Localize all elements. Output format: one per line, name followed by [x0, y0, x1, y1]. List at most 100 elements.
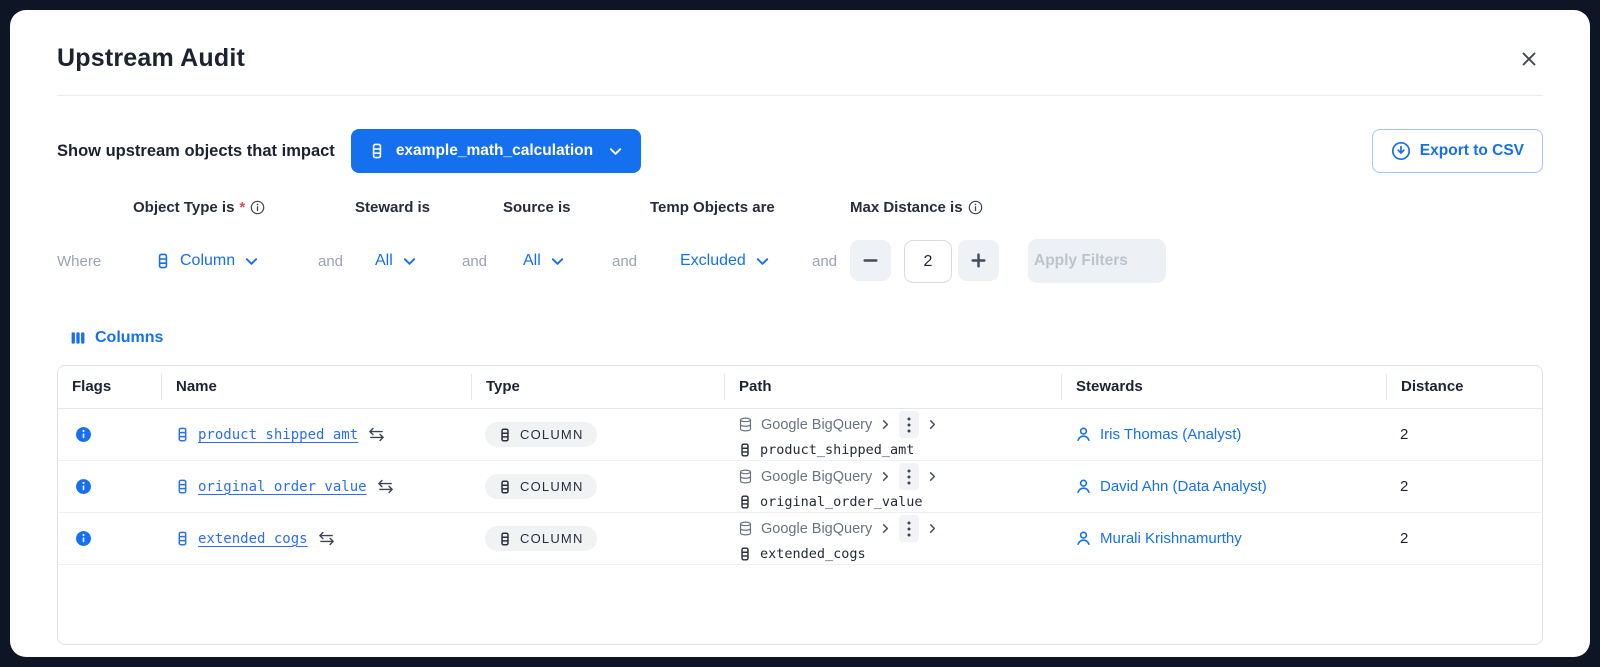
close-icon [1519, 49, 1539, 69]
increment-distance-button[interactable] [958, 240, 999, 281]
temp-objects-dropdown[interactable]: Excluded [680, 239, 770, 283]
database-icon [738, 521, 753, 536]
type-badge-label: COLUMN [520, 479, 584, 494]
path-object[interactable]: extended_cogs [760, 546, 866, 562]
subject-row: Show upstream objects that impact exampl… [57, 129, 1543, 173]
stewards-cell: Iris Thomas (Analyst) [1061, 426, 1386, 443]
and-label: and [612, 252, 638, 270]
header-type[interactable]: Type [471, 374, 724, 400]
distance-cell: 2 [1386, 478, 1542, 495]
person-icon [1075, 426, 1092, 443]
chevron-down-icon [608, 144, 623, 159]
path-source[interactable]: Google BigQuery [761, 416, 873, 433]
stewards-cell: David Ahn (Data Analyst) [1061, 478, 1386, 495]
path-cell: Google BigQuery original_order_value [724, 463, 1061, 510]
column-icon [175, 479, 190, 494]
and-label: and [462, 252, 488, 270]
swap-lineage-icon[interactable] [368, 427, 385, 442]
apply-filters-button[interactable]: Apply Filters [1028, 239, 1166, 283]
max-distance-label: Max Distance is [850, 199, 983, 216]
subject-label: Show upstream objects that impact [57, 141, 335, 160]
columns-config-button[interactable]: Columns [57, 329, 163, 347]
distance-value: 2 [1400, 426, 1409, 443]
modal-header: Upstream Audit [57, 10, 1543, 73]
chevron-down-icon [755, 254, 770, 269]
database-icon [738, 417, 753, 432]
header-flags[interactable]: Flags [72, 378, 112, 395]
decrement-distance-button[interactable] [850, 240, 891, 281]
column-icon [175, 531, 190, 546]
path-cell: Google BigQuery extended_cogs [724, 515, 1061, 562]
path-source-line: Google BigQuery [738, 411, 938, 438]
close-button[interactable] [1515, 45, 1543, 73]
export-csv-button[interactable]: Export to CSV [1371, 129, 1543, 173]
column-name-link[interactable]: product_shipped_amt [198, 426, 359, 443]
type-cell: COLUMN [471, 474, 724, 499]
person-icon [1075, 530, 1092, 547]
swap-lineage-icon[interactable] [318, 531, 335, 546]
table-row: extended_cogs COLUMN Google BigQuery [58, 513, 1542, 565]
column-name-link[interactable]: extended_cogs [198, 530, 308, 547]
chevron-down-icon [244, 254, 259, 269]
source-value: All [523, 252, 541, 269]
source-dropdown[interactable]: All [523, 239, 565, 283]
path-object-line: extended_cogs [738, 546, 866, 562]
name-cell: original_order_value [161, 479, 471, 495]
distance-value: 2 [1400, 530, 1409, 547]
header-distance[interactable]: Distance [1386, 374, 1542, 400]
temp-objects-value: Excluded [680, 252, 746, 269]
steward-dropdown[interactable]: All [375, 239, 417, 283]
steward-link[interactable]: David Ahn (Data Analyst) [1100, 478, 1267, 495]
kebab-menu-icon[interactable] [899, 515, 920, 542]
header-path[interactable]: Path [724, 374, 1061, 400]
columns-icon [70, 330, 86, 346]
max-distance-input[interactable] [904, 240, 952, 283]
header-stewards[interactable]: Stewards [1061, 374, 1386, 400]
impact-object-dropdown[interactable]: example_math_calculation [350, 129, 642, 173]
upstream-audit-modal: Upstream Audit Show upstream objects tha… [10, 10, 1590, 657]
path-source[interactable]: Google BigQuery [761, 520, 873, 537]
table-body: product_shipped_amt COLUMN Google BigQue… [58, 409, 1542, 565]
info-icon[interactable] [968, 200, 983, 215]
chevron-down-icon [550, 254, 565, 269]
steward-link[interactable]: Murali Krishnamurthy [1100, 530, 1242, 547]
temp-objects-label: Temp Objects are [650, 199, 775, 216]
object-type-label: Object Type is * [133, 199, 265, 216]
info-flag-icon[interactable] [75, 426, 92, 443]
name-cell: extended_cogs [161, 531, 471, 547]
columns-config-label: Columns [95, 329, 164, 346]
swap-lineage-icon[interactable] [377, 479, 394, 494]
name-cell: product_shipped_amt [161, 427, 471, 443]
distance-value: 2 [1400, 478, 1409, 495]
path-source[interactable]: Google BigQuery [761, 468, 873, 485]
chevron-right-icon [880, 471, 891, 482]
chevron-right-icon [927, 471, 938, 482]
path-object[interactable]: original_order_value [760, 494, 923, 510]
stewards-cell: Murali Krishnamurthy [1061, 530, 1386, 547]
steward-link[interactable]: Iris Thomas (Analyst) [1100, 426, 1242, 443]
table-row: product_shipped_amt COLUMN Google BigQue… [58, 409, 1542, 461]
database-icon [738, 469, 753, 484]
kebab-menu-icon[interactable] [899, 463, 920, 490]
table-header-row: Flags Name Type Path Stewards Distance [58, 366, 1542, 409]
chevron-right-icon [927, 419, 938, 430]
object-type-dropdown[interactable]: Column [155, 239, 259, 283]
path-object[interactable]: product_shipped_amt [760, 442, 915, 458]
path-object-line: original_order_value [738, 494, 923, 510]
table-row: original_order_value COLUMN Google BigQu… [58, 461, 1542, 513]
info-flag-icon[interactable] [75, 530, 92, 547]
plus-icon [970, 252, 987, 269]
flags-cell [58, 530, 161, 547]
flags-cell [58, 426, 161, 443]
column-icon [369, 143, 385, 159]
chevron-down-icon [402, 254, 417, 269]
header-name[interactable]: Name [161, 374, 471, 400]
column-icon [738, 547, 752, 561]
column-icon [498, 427, 512, 442]
kebab-menu-icon[interactable] [899, 411, 920, 438]
column-name-link[interactable]: original_order_value [198, 478, 367, 495]
column-icon [738, 495, 752, 509]
info-flag-icon[interactable] [75, 478, 92, 495]
and-label: and [812, 252, 838, 270]
info-icon[interactable] [250, 200, 265, 215]
